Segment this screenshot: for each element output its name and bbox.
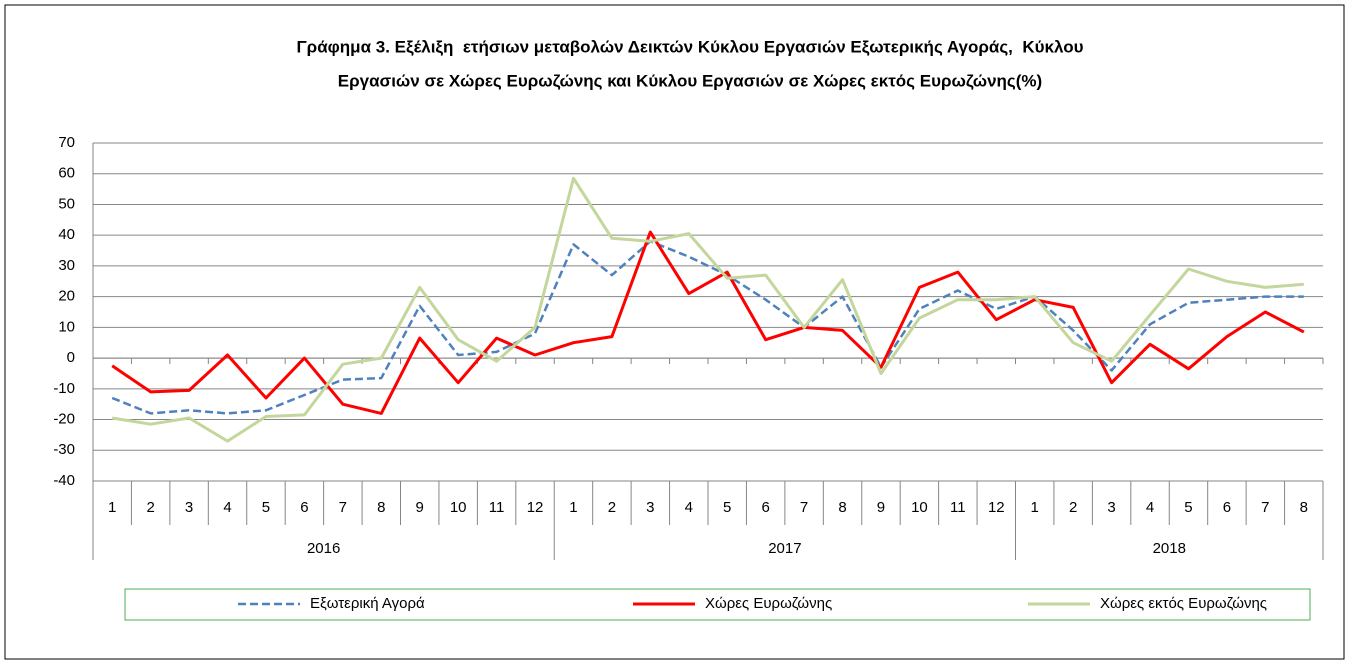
x-tick-label: 9 bbox=[877, 499, 885, 516]
x-tick-label: 8 bbox=[377, 499, 385, 516]
series-line bbox=[111, 240, 1304, 415]
x-tick-label: 10 bbox=[911, 499, 928, 516]
x-tick-label: 6 bbox=[761, 499, 769, 516]
group-label: 2016 bbox=[307, 540, 340, 557]
y-tick-label: 70 bbox=[58, 134, 75, 151]
legend-label: Χώρες Ευρωζώνης bbox=[705, 595, 832, 612]
y-tick-label: -40 bbox=[53, 472, 75, 489]
legend-label: Εξωτερική Αγορά bbox=[310, 595, 425, 612]
chart-title: Γράφημα 3. Εξέλιξη ετήσιων μεταβολών Δει… bbox=[296, 37, 1083, 56]
legend-box bbox=[124, 588, 1311, 621]
y-tick-label: 20 bbox=[58, 288, 75, 305]
x-tick-label: 5 bbox=[262, 499, 270, 516]
x-tick-label: 7 bbox=[1261, 499, 1269, 516]
x-tick-label: 5 bbox=[1184, 499, 1192, 516]
x-tick-label: 4 bbox=[223, 499, 231, 516]
x-tick-label: 1 bbox=[569, 499, 577, 516]
y-tick-label: 10 bbox=[58, 318, 75, 335]
x-tick-label: 2 bbox=[1069, 499, 1077, 516]
chart-title: Εργασιών σε Χώρες Ευρωζώνης και Κύκλου Ε… bbox=[338, 71, 1042, 90]
x-tick-label: 6 bbox=[1223, 499, 1231, 516]
x-tick-label: 12 bbox=[527, 499, 544, 516]
y-tick-label: 0 bbox=[67, 349, 75, 366]
y-tick-label: -30 bbox=[53, 441, 75, 458]
x-tick-label: 11 bbox=[489, 499, 505, 516]
x-tick-label: 1 bbox=[108, 499, 116, 516]
series-line bbox=[111, 176, 1304, 443]
x-tick-label: 3 bbox=[1107, 499, 1115, 516]
x-tick-label: 8 bbox=[838, 499, 846, 516]
legend-label: Χώρες εκτός Ευρωζώνης bbox=[1100, 595, 1267, 612]
x-tick-label: 10 bbox=[450, 499, 467, 516]
x-tick-label: 4 bbox=[685, 499, 693, 516]
x-tick-label: 7 bbox=[800, 499, 808, 516]
chart-border bbox=[4, 4, 1345, 660]
x-tick-label: 2 bbox=[146, 499, 154, 516]
x-tick-label: 12 bbox=[988, 499, 1005, 516]
x-tick-label: 9 bbox=[416, 499, 424, 516]
x-tick-label: 1 bbox=[1031, 499, 1039, 516]
y-tick-label: 40 bbox=[58, 226, 75, 243]
y-tick-label: 60 bbox=[58, 165, 75, 182]
x-tick-label: 6 bbox=[300, 499, 308, 516]
y-tick-label: -10 bbox=[53, 380, 75, 397]
x-tick-label: 11 bbox=[950, 499, 966, 516]
x-tick-label: 8 bbox=[1300, 499, 1308, 516]
x-tick-label: 4 bbox=[1146, 499, 1154, 516]
x-tick-label: 3 bbox=[185, 499, 193, 516]
x-tick-label: 3 bbox=[646, 499, 654, 516]
y-tick-label: 50 bbox=[58, 195, 75, 212]
group-label: 2018 bbox=[1153, 540, 1186, 557]
x-tick-label: 7 bbox=[339, 499, 347, 516]
x-tick-label: 2 bbox=[608, 499, 616, 516]
series-line bbox=[111, 230, 1305, 415]
y-tick-label: -20 bbox=[53, 411, 75, 428]
group-label: 2017 bbox=[768, 540, 801, 557]
y-tick-label: 30 bbox=[58, 257, 75, 274]
x-tick-label: 5 bbox=[723, 499, 731, 516]
